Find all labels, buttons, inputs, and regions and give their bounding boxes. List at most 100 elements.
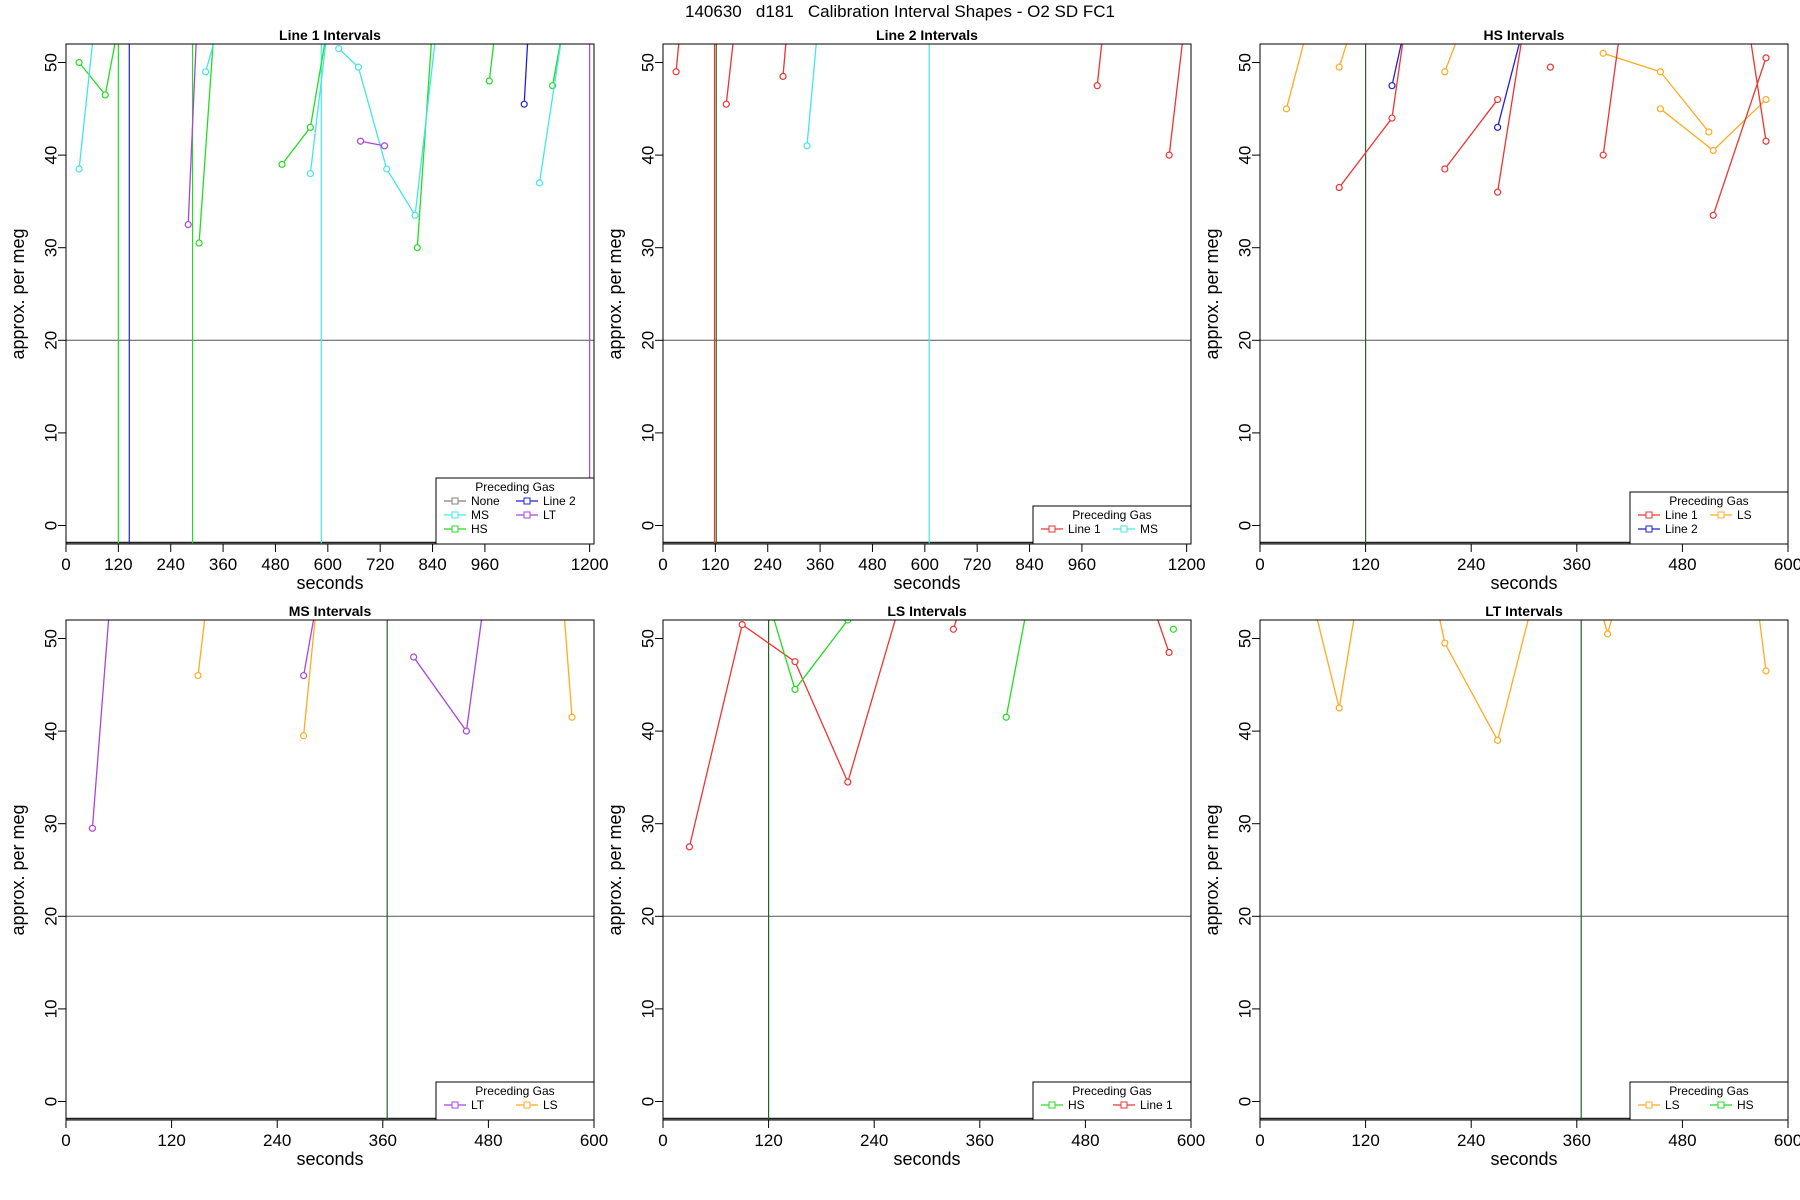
y-tick-label: 30 [1235,238,1254,257]
legend-title: Preceding Gas [1669,494,1748,508]
x-tick-label: 240 [1457,1131,1485,1150]
data-point [1093,82,1101,90]
figure-title: 140630 d181 Calibration Interval Shapes … [685,2,1115,21]
plot-area [663,620,1191,1120]
x-tick-label: 480 [1071,1131,1099,1150]
x-axis-label: seconds [296,573,363,593]
series-line [488,44,495,82]
y-tick-label: 20 [41,331,60,350]
data-point [88,824,97,832]
legend-swatch-marker [451,511,459,519]
x-tick-label: 480 [1668,555,1696,574]
y-tick-label: 30 [638,814,657,833]
y-tick-label: 10 [1235,423,1254,442]
data-point [1002,713,1010,721]
y-tick-label: 40 [41,146,60,165]
series-line [952,620,958,630]
plot-area [1260,620,1788,1120]
y-axis-label: approx. per meg [1202,228,1222,359]
series-line [416,44,432,248]
legend-title: Preceding Gas [1072,508,1151,522]
series-line [806,44,817,146]
plot-frame [65,43,595,545]
data-point [722,100,730,108]
series-line [1168,44,1183,156]
plot-frame [662,43,1192,545]
x-tick-label: 120 [1351,555,1379,574]
data-point [1709,146,1717,155]
legend-entry: Line 2 [543,494,576,508]
data-point [1493,123,1502,131]
series-line [1602,44,1619,156]
data-point [1603,630,1612,638]
series-line [688,620,896,848]
plot-frame [65,619,595,1121]
series-line [198,44,214,244]
series-line [309,44,327,174]
legend-swatch-marker [1120,525,1128,533]
chart-panel: HS Intervals 0 10 20 30 40 50 0 120 240 360 480 600 s… [1202,27,1800,593]
data-point [803,142,811,150]
y-tick-label: 50 [1235,629,1254,648]
data-point [194,671,202,680]
legend-swatch-marker [523,511,531,519]
y-tick-label: 50 [638,629,657,648]
series-line [302,620,316,736]
x-tick-label: 120 [754,1131,782,1150]
data-point [1493,736,1502,744]
data-point [1656,105,1665,113]
legend-title: Preceding Gas [1669,1084,1748,1098]
y-tick-label: 20 [1235,907,1254,926]
x-tick-label: 240 [754,555,782,574]
series-line [91,620,110,829]
panel-title: LS Intervals [887,603,967,619]
y-tick-label: 40 [638,146,657,165]
x-tick-label: 240 [1457,555,1485,574]
y-tick-label: 50 [41,629,60,648]
x-tick-label: 600 [1774,1131,1800,1150]
series-line [413,620,483,733]
series-line [1444,99,1499,170]
panel-title: HS Intervals [1484,27,1565,43]
data-point [380,142,389,150]
y-axis-label: approx. per meg [1202,804,1222,935]
data-point [300,671,308,680]
data-point [1169,625,1178,633]
y-tick-label: 50 [1235,53,1254,72]
legend-swatch-marker [451,1101,459,1109]
legend-swatch-marker [1717,1101,1725,1109]
data-point [1165,648,1173,657]
data-point [383,165,391,173]
x-tick-label: 600 [1177,1131,1205,1150]
data-point [520,100,528,108]
data-point [685,843,694,851]
series-line [1750,44,1767,142]
series-line [302,620,315,676]
y-tick-label: 40 [638,722,657,741]
x-tick-label: 1200 [571,555,609,574]
data-point [1493,188,1502,196]
legend-swatch-marker [523,497,531,505]
y-tick-label: 40 [1235,722,1254,741]
plot-area [1260,44,1788,544]
legend-box [1032,505,1192,545]
y-tick-label: 30 [1235,814,1254,833]
legend-swatch-marker [1717,511,1725,519]
series-line [1659,99,1767,152]
x-tick-label: 240 [263,1131,291,1150]
legend-title: Preceding Gas [1072,1084,1151,1098]
series-line [1285,44,1305,109]
x-tick-label: 240 [157,555,185,574]
series-line [205,44,215,72]
series-line [675,44,680,72]
x-tick-label: 600 [314,555,342,574]
series-line [78,44,116,97]
data-point [1762,54,1770,62]
chart-panel: LS Intervals 0 10 20 30 40 50 0 120 240 360 480 600 s… [605,603,1205,1169]
series-line [187,44,197,225]
data-point [75,58,83,67]
data-point [306,170,314,178]
